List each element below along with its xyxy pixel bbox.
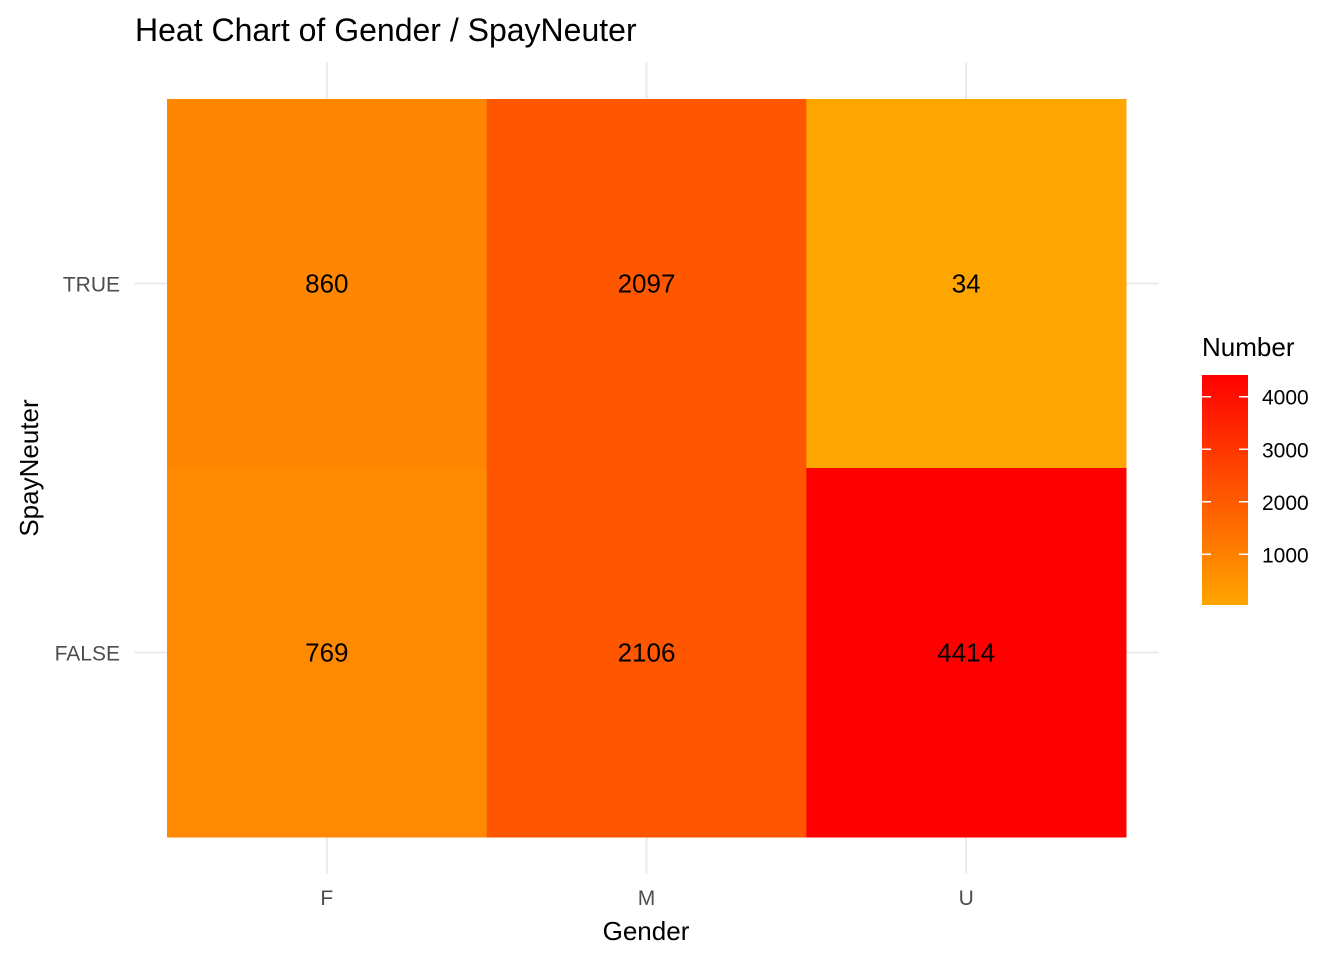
cell-value-label: 769 xyxy=(305,638,348,668)
legend-tick-label: 2000 xyxy=(1262,492,1309,515)
legend-tick-label: 4000 xyxy=(1262,387,1309,410)
cell-value-label: 860 xyxy=(305,269,348,299)
x-tick-label: F xyxy=(320,887,333,910)
heatmap-cell xyxy=(167,468,488,838)
y-tick-label: FALSE xyxy=(55,643,120,666)
legend-title: Number xyxy=(1202,332,1295,362)
heatmap-cell xyxy=(806,99,1127,469)
heatmap-cell xyxy=(486,468,807,838)
cell-value-label: 4414 xyxy=(937,638,995,668)
cell-value-label: 2097 xyxy=(618,269,676,299)
x-tick-label: M xyxy=(638,887,656,910)
y-axis-title: SpayNeuter xyxy=(14,399,44,537)
heatmap-cell xyxy=(806,468,1127,838)
cell-value-label: 2106 xyxy=(618,638,676,668)
chart-title: Heat Chart of Gender / SpayNeuter xyxy=(135,12,637,48)
legend-tick-label: 1000 xyxy=(1262,544,1309,567)
x-axis-title: Gender xyxy=(603,916,690,946)
heatmap-cell xyxy=(486,99,807,469)
legend-colorbar xyxy=(1202,375,1248,605)
cell-labels: 860 2097 34 769 2106 4414 xyxy=(305,269,995,668)
heatmap-cell xyxy=(167,99,488,469)
heatmap-cells xyxy=(167,99,1127,838)
legend-tick-label: 3000 xyxy=(1262,439,1309,462)
color-legend: Number 1000 2000 3000 4000 xyxy=(1202,332,1309,605)
cell-value-label: 34 xyxy=(952,269,981,299)
y-tick-label: TRUE xyxy=(63,274,120,297)
x-tick-label: U xyxy=(959,887,974,910)
y-axis-ticks: FALSE TRUE xyxy=(55,274,120,666)
legend-ticks: 1000 2000 3000 4000 xyxy=(1202,387,1309,567)
